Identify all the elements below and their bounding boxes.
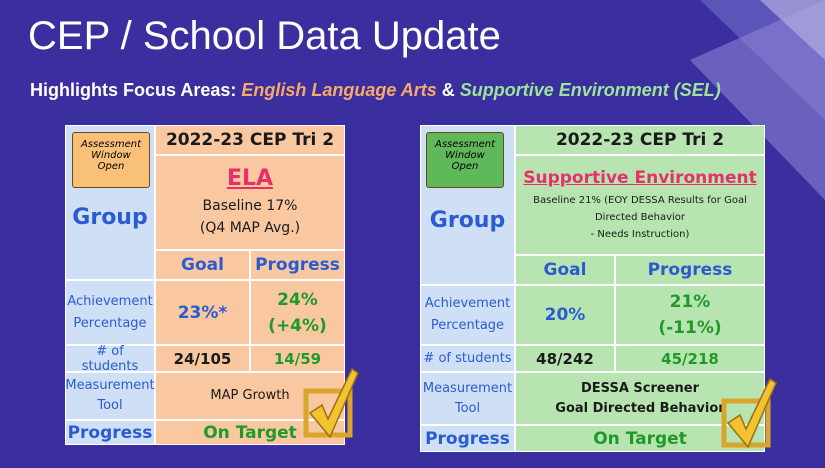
row-label: Achievement Percentage xyxy=(420,285,515,345)
goal-value-text: 23%* xyxy=(177,302,228,323)
progress-value: 45/218 xyxy=(615,345,765,372)
goal-value: 20% xyxy=(515,285,615,345)
measurement-value-text: Goal Directed Behavior xyxy=(555,400,725,416)
status-value-text: On Target xyxy=(203,422,297,443)
row-label-text: # of students xyxy=(81,343,139,374)
row-label-text: Percentage xyxy=(73,315,147,331)
row-label-text: # of students xyxy=(423,351,512,366)
row-label: Measurement Tool xyxy=(65,372,155,420)
focus-area: Supportive Environment (SEL) xyxy=(459,80,721,100)
progress-value: 24% (+4%) xyxy=(250,280,345,345)
period: 2022-23 CEP Tri 2 xyxy=(155,125,345,155)
status-value-text: On Target xyxy=(593,428,687,449)
group-header-text: Group xyxy=(72,205,148,230)
period-text: 2022-23 CEP Tri 2 xyxy=(555,130,725,150)
focus-area: English Language Arts xyxy=(241,80,437,100)
badge-text: Open xyxy=(451,161,479,172)
goal-value: 48/242 xyxy=(515,345,615,372)
row-label-text: Achievement xyxy=(424,296,511,311)
period: 2022-23 CEP Tri 2 xyxy=(515,125,765,155)
goal-header: Goal xyxy=(515,255,615,285)
badge: Assessment Window Open xyxy=(426,132,504,188)
row-label: # of students xyxy=(65,343,155,374)
progress-value-text: (-11%) xyxy=(658,318,722,338)
progress-header: Progress xyxy=(250,250,345,280)
title: CEP / School Data Update xyxy=(28,14,501,58)
progress-header-text: Progress xyxy=(647,260,733,280)
progress-value-text: 45/218 xyxy=(661,349,719,368)
progress-header: Progress xyxy=(615,255,765,285)
focus-title: Supportive Environment xyxy=(523,167,757,188)
progress-value-text: (+4%) xyxy=(268,315,327,336)
badge: Assessment Window Open xyxy=(72,132,150,188)
badge-text: Open xyxy=(97,161,125,172)
badge-text: Window xyxy=(91,150,131,161)
goal-value-text: 48/242 xyxy=(536,349,594,368)
joiner: & xyxy=(441,80,455,100)
checkmark-icon xyxy=(303,367,359,439)
progress-value-text: 21% xyxy=(669,292,711,312)
progress-value-text: 14/59 xyxy=(273,349,322,368)
row-label-text: Tool xyxy=(454,400,481,416)
focus-cell: Supportive Environment Baseline 21% (EOY … xyxy=(515,155,765,255)
row-label-text: Achievement xyxy=(67,293,153,309)
subtitle-lead: Highlights Focus Areas: xyxy=(30,80,237,100)
focus-cell: ELA Baseline 17% (Q4 MAP Avg.) xyxy=(155,155,345,250)
row-label: Measurement Tool xyxy=(420,372,515,425)
goal-value: 23%* xyxy=(155,280,250,345)
progress-header-text: Progress xyxy=(255,255,340,275)
baseline: (Q4 MAP Avg.) xyxy=(199,220,301,236)
goal-header: Goal xyxy=(155,250,250,280)
group-header-text: Group xyxy=(429,207,506,233)
baseline: Baseline 21% (EOY DESSA Results for Goal xyxy=(533,194,747,206)
progress-value: 21% (-11%) xyxy=(615,285,765,345)
row-label-text: Measurement xyxy=(422,380,513,396)
badge-text: Window xyxy=(445,150,485,161)
row-label: Progress xyxy=(65,420,155,445)
progress-value-text: 24% xyxy=(277,289,318,310)
progress-value: 14/59 xyxy=(250,345,345,372)
row-label-text: Percentage xyxy=(430,318,505,333)
baseline: Baseline 17% xyxy=(202,198,298,214)
badge-text: Assessment xyxy=(81,139,141,150)
row-label-text: Progress xyxy=(67,422,153,443)
measurement-value-text: MAP Growth xyxy=(210,388,290,403)
row-label-text: Tool xyxy=(97,398,123,413)
subtitle: Highlights Focus Areas: English Language… xyxy=(30,80,721,101)
period-text: 2022-23 CEP Tri 2 xyxy=(165,130,335,150)
goal-value-text: 24/105 xyxy=(173,349,232,368)
row-label: # of students xyxy=(420,345,515,372)
row-label: Progress xyxy=(420,425,515,452)
goal-header-text: Goal xyxy=(543,260,587,280)
measurement-value-text: DESSA Screener xyxy=(581,380,699,396)
baseline: Directed Behavior xyxy=(594,211,686,223)
goal-value: 24/105 xyxy=(155,345,250,372)
checkmark-icon xyxy=(721,377,777,449)
goal-header-text: Goal xyxy=(181,255,224,275)
goal-value-text: 20% xyxy=(544,305,586,325)
status-value: On Target xyxy=(155,420,345,445)
row-label: Achievement Percentage xyxy=(65,280,155,345)
baseline: - Needs Instruction) xyxy=(590,228,690,240)
row-label-text: Measurement xyxy=(65,378,155,393)
badge-text: Assessment xyxy=(435,139,495,150)
row-label-text: Progress xyxy=(425,428,510,449)
focus-title: ELA xyxy=(226,166,274,191)
